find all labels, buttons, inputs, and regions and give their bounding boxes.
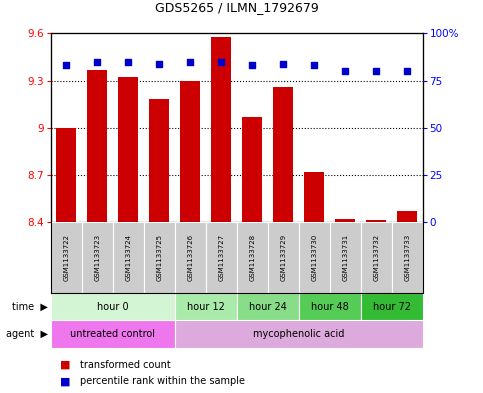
Text: ■: ■ — [60, 376, 71, 386]
Bar — [298, 293, 361, 320]
Bar — [87, 70, 107, 222]
Point — [156, 61, 163, 67]
Bar — [361, 222, 392, 293]
Point — [372, 68, 380, 74]
Bar — [113, 222, 144, 293]
Bar — [51, 320, 175, 348]
Bar — [180, 81, 200, 222]
Text: GSM1133726: GSM1133726 — [187, 234, 193, 281]
Point — [124, 59, 132, 65]
Text: GSM1133730: GSM1133730 — [311, 234, 317, 281]
Bar — [51, 222, 82, 293]
Point — [62, 62, 70, 69]
Point — [279, 61, 287, 67]
Bar — [392, 222, 423, 293]
Point — [403, 68, 411, 74]
Bar — [366, 220, 386, 222]
Text: GSM1133732: GSM1133732 — [373, 234, 379, 281]
Point — [186, 59, 194, 65]
Text: transformed count: transformed count — [80, 360, 170, 370]
Text: hour 72: hour 72 — [372, 301, 411, 312]
Point — [310, 62, 318, 69]
Text: GSM1133731: GSM1133731 — [342, 234, 348, 281]
Text: hour 12: hour 12 — [187, 301, 225, 312]
Bar — [149, 99, 169, 222]
Bar — [51, 293, 175, 320]
Text: GSM1133725: GSM1133725 — [156, 234, 162, 281]
Bar — [237, 222, 268, 293]
Bar — [397, 211, 417, 222]
Text: percentile rank within the sample: percentile rank within the sample — [80, 376, 245, 386]
Bar — [82, 222, 113, 293]
Bar — [268, 222, 298, 293]
Bar — [361, 293, 423, 320]
Text: hour 0: hour 0 — [97, 301, 128, 312]
Text: GSM1133729: GSM1133729 — [280, 234, 286, 281]
Point — [93, 59, 101, 65]
Text: GSM1133727: GSM1133727 — [218, 234, 224, 281]
Bar — [56, 128, 76, 222]
Text: ■: ■ — [60, 360, 71, 370]
Point — [248, 62, 256, 69]
Text: mycophenolic acid: mycophenolic acid — [253, 329, 344, 339]
Bar — [211, 37, 231, 222]
Bar — [175, 320, 423, 348]
Text: GDS5265 / ILMN_1792679: GDS5265 / ILMN_1792679 — [155, 1, 319, 14]
Bar — [335, 219, 355, 222]
Text: GSM1133722: GSM1133722 — [63, 234, 69, 281]
Bar — [298, 222, 329, 293]
Text: GSM1133733: GSM1133733 — [404, 234, 410, 281]
Bar — [175, 293, 237, 320]
Bar — [329, 222, 361, 293]
Text: hour 48: hour 48 — [311, 301, 349, 312]
Text: GSM1133724: GSM1133724 — [125, 234, 131, 281]
Text: GSM1133728: GSM1133728 — [249, 234, 255, 281]
Bar — [118, 77, 138, 222]
Bar — [206, 222, 237, 293]
Text: untreated control: untreated control — [70, 329, 155, 339]
Point — [217, 59, 225, 65]
Text: time  ▶: time ▶ — [13, 301, 48, 312]
Text: hour 24: hour 24 — [249, 301, 286, 312]
Bar — [242, 117, 262, 222]
Bar — [237, 293, 298, 320]
Text: agent  ▶: agent ▶ — [6, 329, 48, 339]
Bar — [304, 172, 324, 222]
Text: GSM1133723: GSM1133723 — [94, 234, 100, 281]
Bar — [144, 222, 175, 293]
Bar — [273, 87, 293, 222]
Point — [341, 68, 349, 74]
Bar — [175, 222, 206, 293]
